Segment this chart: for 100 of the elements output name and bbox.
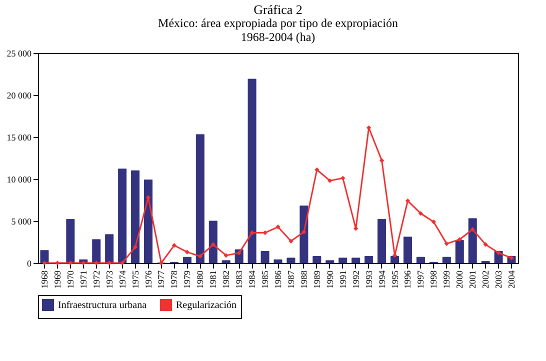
point	[107, 260, 112, 266]
bar	[92, 239, 101, 264]
point	[172, 243, 177, 248]
x-tick-label: 1981	[208, 270, 218, 288]
point	[431, 219, 436, 224]
x-tick-label: 1987	[286, 270, 296, 288]
point	[236, 250, 242, 256]
x-tick-label: 1974	[117, 270, 128, 288]
bar	[455, 240, 464, 264]
point	[198, 254, 203, 259]
chart-title: Gráfica 2	[254, 2, 302, 17]
point	[328, 178, 332, 184]
y-tick-label: 0	[27, 258, 32, 268]
x-tick-label: 1972	[91, 270, 102, 288]
legend-label: Regularización	[176, 300, 237, 311]
point	[470, 227, 475, 232]
point	[483, 242, 488, 247]
point	[224, 253, 228, 258]
bar	[390, 256, 400, 264]
point	[405, 198, 410, 204]
point	[379, 158, 384, 163]
x-tick-label: 1998	[428, 270, 439, 288]
x-tick-label: 1978	[169, 270, 180, 288]
x-tick-label: 1976	[143, 270, 154, 288]
text: México: área expropiada por tipo de expropiación	[158, 16, 398, 30]
bar	[248, 78, 256, 264]
bar	[286, 258, 296, 264]
bar	[131, 170, 140, 264]
x-tick-label: 2003	[494, 270, 504, 288]
point	[184, 250, 190, 254]
bar	[208, 220, 218, 264]
bar	[222, 260, 230, 264]
point	[457, 237, 462, 242]
bar	[40, 250, 49, 264]
x-tick-label: 1968	[39, 270, 50, 288]
x-tick-label: 1994	[376, 270, 387, 288]
x-tick-label: 1980	[195, 270, 206, 288]
x-tick-label: 1992	[350, 270, 361, 288]
bar	[260, 250, 270, 264]
x-tick-label: 1985	[260, 270, 270, 288]
x-tick-label: 2000	[454, 270, 465, 288]
x-tick-label: 1990	[324, 270, 335, 288]
bar	[182, 256, 192, 264]
x-tick-label: 1973	[104, 270, 114, 288]
x-tick-label: 1979	[182, 270, 192, 288]
point	[418, 211, 424, 216]
text: 1968-2004 (ha)	[240, 30, 316, 44]
bar	[118, 168, 127, 264]
bar	[66, 219, 75, 264]
x-tick-label: 1997	[416, 270, 426, 288]
point	[42, 260, 47, 266]
bar	[274, 259, 282, 264]
x-tick-label: 1969	[52, 270, 62, 288]
bar	[416, 256, 425, 264]
x-tick-label: 1983	[234, 270, 244, 288]
bar	[196, 134, 204, 264]
bar	[403, 236, 412, 264]
bar	[468, 218, 477, 264]
legend-label: Infraestructura urbana	[58, 300, 148, 311]
y-tick-label: 5 000	[11, 216, 32, 226]
point	[314, 167, 320, 172]
bar	[326, 260, 334, 264]
x-tick-label: 1975	[130, 270, 140, 288]
x-tick-label: 1996	[402, 270, 413, 288]
bar	[352, 258, 360, 264]
point	[68, 260, 73, 266]
x-tick-label: 1991	[338, 270, 348, 288]
x-tick-label: 1999	[442, 270, 452, 288]
bar	[105, 234, 114, 264]
x-tick-label: 1971	[78, 270, 88, 288]
y-tick-label: 25 000	[6, 48, 32, 58]
y-tick-label: 15 000	[6, 132, 32, 142]
point	[288, 238, 294, 244]
x-tick-label: 1982	[221, 270, 232, 288]
bar	[364, 256, 374, 264]
bar	[338, 258, 348, 264]
bar	[300, 206, 308, 264]
point	[210, 242, 216, 247]
point	[496, 250, 501, 256]
point	[302, 230, 306, 234]
point	[276, 224, 280, 230]
x-tick-label: 1988	[298, 270, 309, 288]
x-tick-label: 1977	[156, 270, 166, 288]
x-tick-label: 1989	[312, 270, 322, 288]
y-tick-label: 20 000	[6, 90, 32, 100]
point	[444, 241, 449, 246]
point	[250, 230, 254, 236]
point	[94, 260, 99, 266]
bar	[144, 180, 153, 264]
bar	[378, 219, 386, 264]
x-tick-label: 1995	[390, 270, 400, 288]
y-tick-label: 10 000	[6, 174, 32, 184]
x-tick-label: 2004	[506, 270, 517, 288]
x-tick-label: 1986	[273, 270, 283, 288]
x-tick-label: 2001	[468, 270, 478, 288]
x-tick-label: 1984	[247, 270, 258, 288]
point	[132, 244, 138, 250]
point	[340, 176, 346, 181]
bar	[442, 256, 451, 264]
x-tick-label: 2002	[480, 270, 491, 288]
